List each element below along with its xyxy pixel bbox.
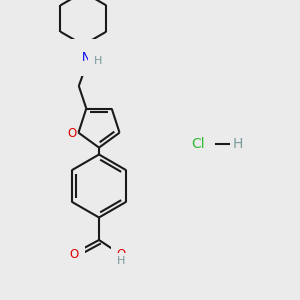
Text: Cl: Cl [191, 137, 205, 151]
Text: H: H [232, 137, 243, 151]
Text: O: O [117, 248, 126, 261]
Text: O: O [70, 248, 79, 261]
Text: H: H [94, 56, 102, 66]
Text: H: H [117, 256, 125, 266]
Text: N: N [82, 51, 91, 64]
Text: O: O [67, 127, 76, 140]
